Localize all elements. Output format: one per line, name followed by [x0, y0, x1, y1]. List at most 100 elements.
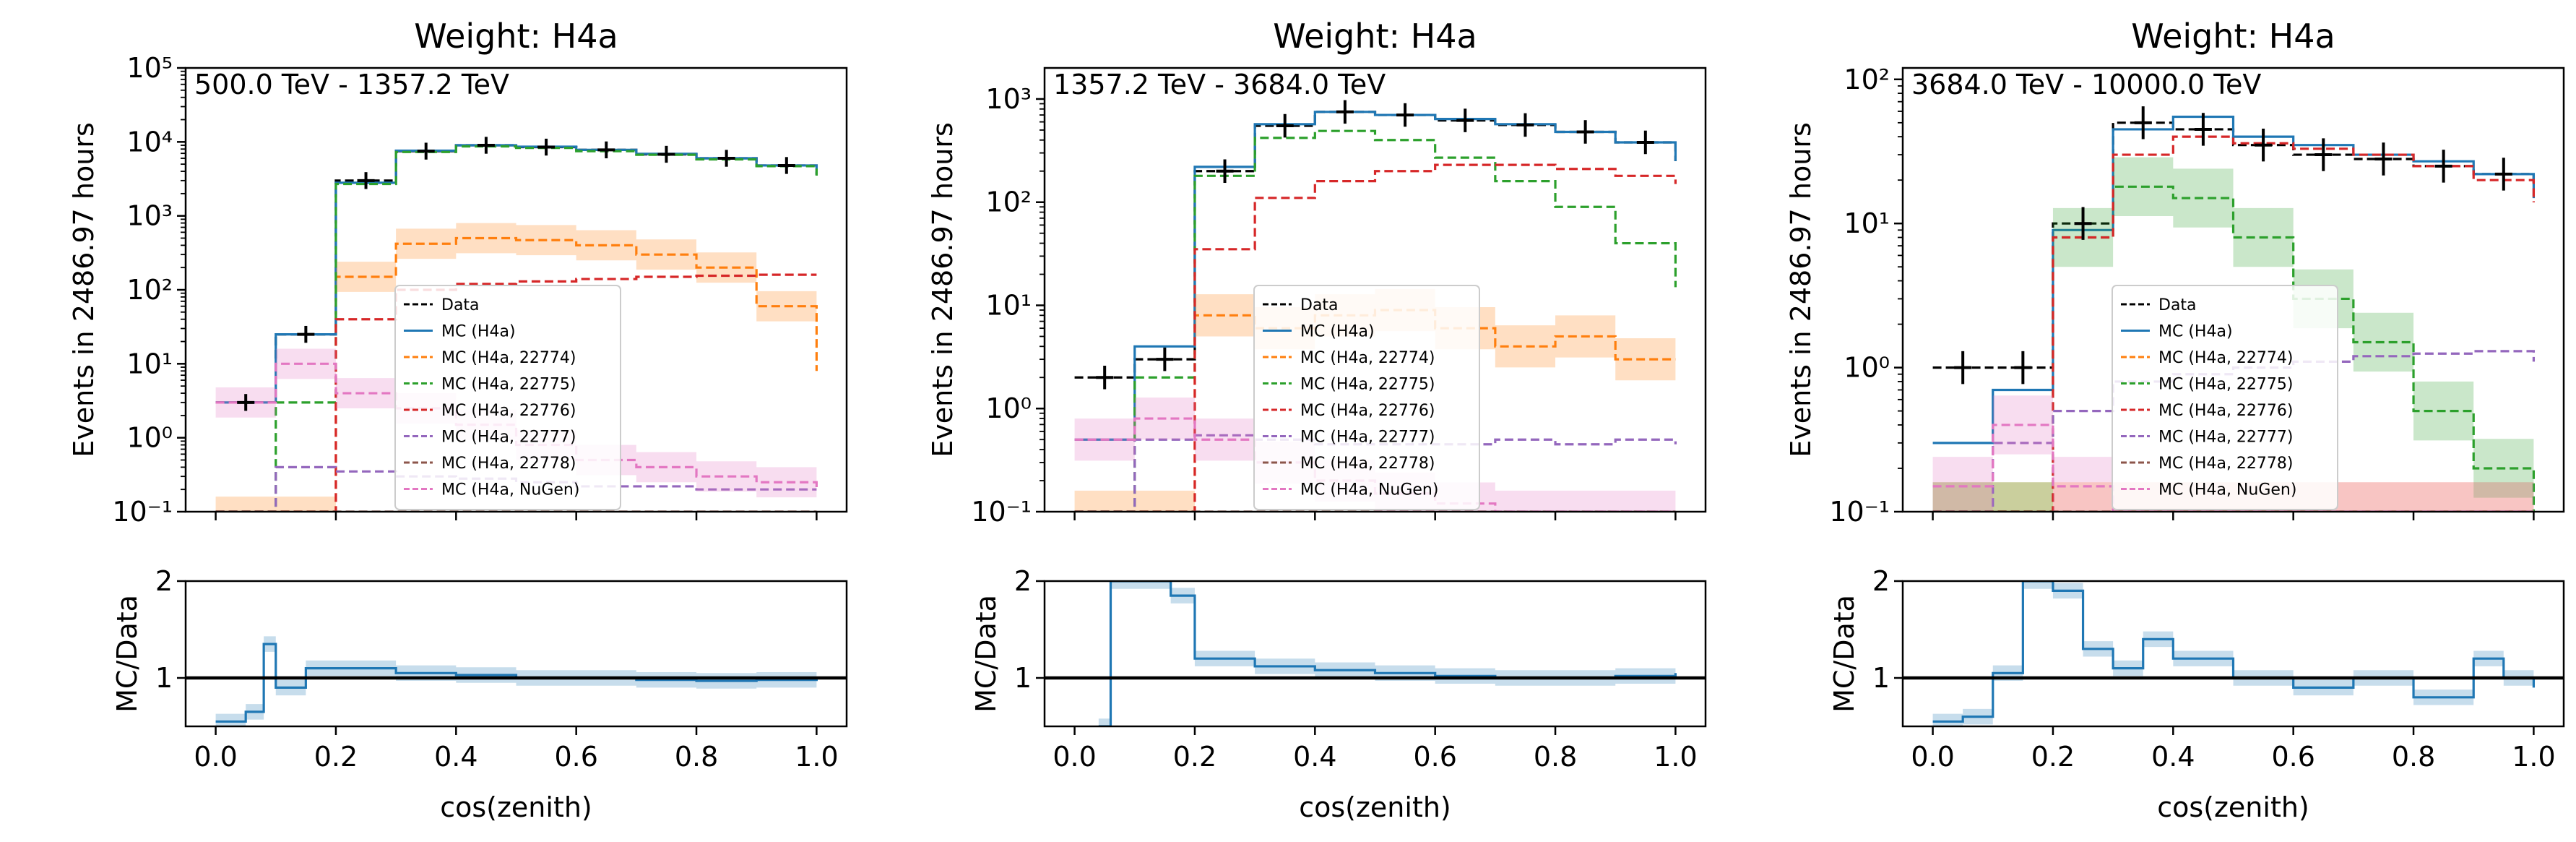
plot-area [1932, 106, 2536, 512]
x-tick-label: 0.8 [1534, 741, 1577, 773]
x-tick-label: 0.0 [1053, 741, 1096, 773]
y-tick-label: 10⁰ [126, 422, 173, 454]
legend: Data MC (H4a) MC (H4a, 22774) MC (H4a, 2277… [1253, 285, 1480, 510]
legend-label: MC (H4a, 22774) [441, 349, 576, 367]
legend-label: MC (H4a, 22774) [2158, 349, 2294, 367]
chart-panel-3: Weight: H4a 3684.0 TeV - 10000.0 TeV 10⁻¹ 1… [1785, 17, 2565, 823]
series-line-3 [1074, 129, 1677, 512]
ratio-band [1098, 581, 1676, 726]
data-point [357, 172, 375, 189]
legend-label: Data [1300, 296, 1339, 314]
data-point [1516, 113, 1534, 137]
data-point [2494, 158, 2512, 191]
y-tick-label: 10¹ [1844, 207, 1890, 239]
ratio-y-tick-label: 2 [1872, 565, 1890, 597]
x-tick-label: 0.4 [434, 741, 477, 773]
legend-label: Data [2158, 296, 2197, 314]
data-point [2074, 207, 2092, 240]
x-tick-label: 0.2 [314, 741, 358, 773]
data-point [2194, 113, 2212, 146]
series-line-0 [1932, 121, 2536, 369]
energy-range-label: 500.0 TeV - 1357.2 TeV [194, 69, 509, 100]
y-tick-label: 10² [126, 274, 173, 306]
series-band-7 [1074, 397, 1676, 512]
legend: Data MC (H4a) MC (H4a, 22774) MC (H4a, 2277… [394, 285, 621, 510]
x-tick-label: 0.8 [675, 741, 718, 773]
data-point [2255, 128, 2273, 162]
data-point [777, 157, 795, 174]
y-tick-label: 10⁻¹ [112, 496, 173, 528]
x-tick-label: 0.0 [194, 741, 237, 773]
series-line-2 [215, 236, 818, 512]
legend-entry: MC (H4a, 22778) [2121, 455, 2294, 473]
ratio-panel: 1 2 MC/Data 0.0 0.2 0.4 0.6 0.8 1.0 cos(zenith) [111, 565, 848, 823]
legend-entry: MC (H4a, 22778) [404, 455, 576, 473]
ratio-frame [184, 580, 848, 728]
ratio-y-axis-label: MC/Data [970, 595, 1002, 713]
legend-entry: MC (H4a) [2121, 323, 2233, 341]
legend-entry: MC (H4a, 22777) [1263, 429, 1435, 447]
legend-entry: Data [1263, 296, 1339, 314]
legend-entry: Data [404, 296, 480, 314]
y-tick-label: 10¹ [985, 289, 1032, 321]
legend-label: MC (H4a) [2158, 323, 2233, 341]
ratio-frame [1043, 580, 1707, 728]
chart-title: Weight: H4a [1273, 17, 1477, 56]
legend-label: MC (H4a, NuGen) [1300, 481, 1438, 499]
ratio-line [215, 643, 818, 723]
ratio-line [1932, 581, 2536, 723]
x-tick-label: 0.6 [554, 741, 597, 773]
legend-entry: MC (H4a, 22776) [404, 402, 576, 420]
ratio-frame [1901, 580, 2565, 728]
legend: Data MC (H4a) MC (H4a, 22774) MC (H4a, 2277… [2112, 285, 2338, 510]
x-axis-label: cos(zenith) [2157, 791, 2309, 823]
legend-label: Data [441, 296, 480, 314]
y-tick-label: 10² [985, 186, 1032, 218]
y-tick-label: 10¹ [126, 348, 173, 379]
legend-label: MC (H4a, 22778) [441, 455, 576, 473]
series-band-3 [1932, 157, 2534, 512]
chart-title: Weight: H4a [2131, 17, 2335, 56]
legend-label: MC (H4a, 22776) [2158, 402, 2294, 420]
data-point [2014, 351, 2032, 385]
ratio-y-axis-label: MC/Data [1828, 595, 1860, 713]
series-band-2 [1074, 288, 1676, 512]
data-point [1096, 366, 1114, 390]
legend-label: MC (H4a, 22777) [1300, 429, 1435, 447]
x-tick-label: 0.4 [2151, 741, 2195, 773]
series-line-7 [1932, 424, 2534, 512]
x-tick-label: 0.4 [1293, 741, 1336, 773]
data-point [1216, 159, 1234, 184]
y-axis-label: Events in 2486.97 hours [927, 122, 959, 457]
legend-label: MC (H4a, 22775) [1300, 376, 1435, 394]
ratio-y-axis-label: MC/Data [111, 595, 143, 713]
legend-label: MC (H4a, 22775) [2158, 376, 2294, 394]
axes-frame [1043, 66, 1707, 513]
y-axis-label: Events in 2486.97 hours [68, 122, 100, 457]
y-tick-label: 10³ [126, 200, 173, 232]
y-tick-label: 10⁰ [985, 392, 1032, 424]
x-tick-label: 1.0 [1654, 741, 1697, 773]
legend-label: MC (H4a) [441, 323, 516, 341]
legend-label: MC (H4a, 22776) [441, 402, 576, 420]
chart-title: Weight: H4a [414, 17, 618, 56]
data-point [717, 150, 735, 167]
data-point [1954, 351, 1972, 385]
legend-label: MC (H4a, 22774) [1300, 349, 1435, 367]
legend-entry: MC (H4a, NuGen) [1263, 481, 1438, 499]
x-tick-label: 0.2 [2031, 741, 2075, 773]
series-line-4 [215, 273, 817, 512]
ratio-y-tick-label: 2 [1014, 565, 1032, 597]
data-point [477, 137, 495, 154]
series-line-1 [1932, 115, 2536, 444]
x-tick-label: 1.0 [795, 741, 838, 773]
data-point [1636, 130, 1654, 155]
y-axis-label: Events in 2486.97 hours [1785, 122, 1817, 457]
axes-frame [1901, 66, 2565, 513]
legend-label: MC (H4a, NuGen) [2158, 481, 2296, 499]
series-line-4 [1932, 135, 2536, 512]
x-axis-label: cos(zenith) [1299, 791, 1451, 823]
y-tick-label: 10³ [985, 83, 1032, 115]
